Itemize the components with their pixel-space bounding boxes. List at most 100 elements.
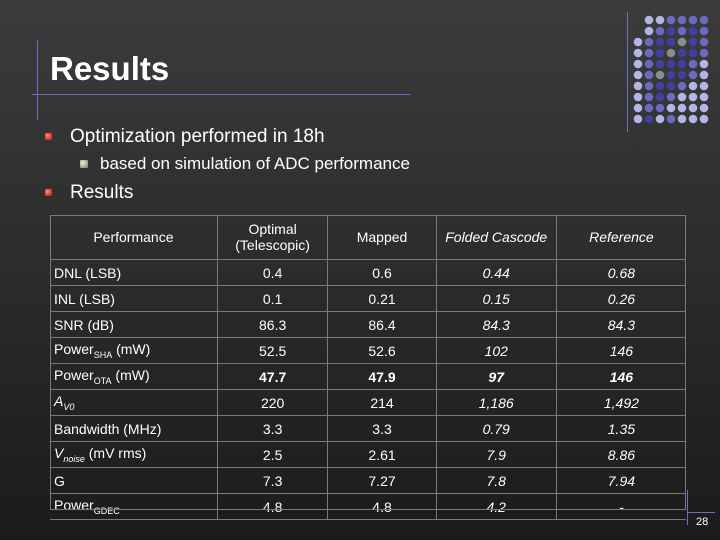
decorative-dot — [677, 15, 687, 25]
row-label-subscript: noise — [63, 453, 85, 464]
table-cell: 86.3 — [217, 311, 329, 338]
decorative-dot — [633, 37, 643, 47]
decorative-dot — [666, 70, 676, 80]
table-cell: 52.5 — [217, 337, 329, 364]
row-label-subscript: V0 — [63, 401, 75, 412]
decorative-dot — [688, 103, 698, 113]
decorative-dot — [677, 37, 687, 47]
table-cell: 146 — [556, 363, 686, 390]
decorative-dot — [666, 114, 676, 124]
decorative-dot — [655, 59, 665, 69]
row-label-text: V — [54, 445, 64, 462]
row-label-unit: (mW) — [112, 341, 151, 358]
decorative-dot — [666, 37, 676, 47]
header-reference: Reference — [556, 215, 686, 260]
table-cell: 86.4 — [327, 311, 437, 338]
decorative-dot — [688, 26, 698, 36]
decorative-dot — [644, 59, 654, 69]
decorative-dot — [633, 103, 643, 113]
table-cell: 0.26 — [556, 285, 686, 312]
row-label: Bandwidth (MHz) — [50, 415, 218, 442]
decorative-dot — [655, 26, 665, 36]
row-label-text: A — [54, 393, 64, 410]
table-cell: 214 — [327, 389, 437, 416]
decorative-dot — [699, 37, 709, 47]
table-cell: 1,186 — [436, 389, 557, 416]
decorative-dot — [688, 114, 698, 124]
decorative-dot — [666, 59, 676, 69]
decorative-dot — [633, 48, 643, 58]
table-cell: 0.68 — [556, 259, 686, 286]
row-label: G — [50, 467, 218, 494]
table-cell: 146 — [556, 337, 686, 364]
decorative-dot — [655, 37, 665, 47]
accent-line-vertical-right — [627, 12, 628, 132]
header-mapped: Mapped — [327, 215, 437, 260]
decorative-dot — [655, 15, 665, 25]
decorative-dot — [688, 59, 698, 69]
table-row: INL (LSB) 0.1 0.21 0.15 0.26 — [50, 285, 686, 312]
decorative-dot — [677, 48, 687, 58]
decorative-dot — [644, 81, 654, 91]
decorative-dot — [633, 92, 643, 102]
table-cell: 7.9 — [436, 441, 557, 468]
decorative-dot — [633, 81, 643, 91]
row-label: PowerOTA (mW) — [50, 363, 218, 390]
row-label: Vnoise (mV rms) — [50, 441, 218, 468]
table-row: Vnoise (mV rms) 2.5 2.61 7.9 8.86 — [50, 441, 686, 468]
row-label-text: Power — [54, 367, 94, 384]
table-cell: 0.79 — [436, 415, 557, 442]
decorative-dot — [699, 103, 709, 113]
accent-line-page — [687, 490, 688, 525]
decorative-dot — [644, 15, 654, 25]
row-label-text: Power — [54, 341, 94, 358]
decorative-dot — [666, 48, 676, 58]
table-cell: 3.3 — [217, 415, 329, 442]
row-label: DNL (LSB) — [50, 259, 218, 286]
row-label: SNR (dB) — [50, 311, 218, 338]
decorative-dot — [699, 70, 709, 80]
table-cell: 52.6 — [327, 337, 437, 364]
table-cell: 0.4 — [217, 259, 329, 286]
table-cell: 84.3 — [556, 311, 686, 338]
header-folded-cascode: Folded Cascode — [436, 215, 557, 260]
table-cell: 47.9 — [327, 363, 437, 390]
row-label: PowerSHA (mW) — [50, 337, 218, 364]
table-row: SNR (dB) 86.3 86.4 84.3 84.3 — [50, 311, 686, 338]
decorative-dot — [644, 92, 654, 102]
decorative-dot — [699, 48, 709, 58]
decorative-dot — [688, 15, 698, 25]
decorative-dot — [688, 48, 698, 58]
decorative-dot — [699, 92, 709, 102]
decorative-dot — [644, 37, 654, 47]
row-label-text: DNL (LSB) — [54, 264, 122, 281]
decorative-dot — [666, 81, 676, 91]
row-label: AV0 — [50, 389, 218, 416]
row-label-subscript: SHA — [93, 349, 113, 360]
decorative-dot — [666, 26, 676, 36]
bullet-icon — [45, 133, 52, 140]
decorative-dot — [688, 37, 698, 47]
decorative-dot — [633, 70, 643, 80]
decorative-dot — [655, 81, 665, 91]
table-cell: 84.3 — [436, 311, 557, 338]
decorative-dot — [666, 15, 676, 25]
table-cell: 3.3 — [327, 415, 437, 442]
table-cell: 0.15 — [436, 285, 557, 312]
results-table: Performance Optimal (Telescopic) Mapped … — [50, 215, 686, 520]
decorative-dot — [699, 81, 709, 91]
table-row: G 7.3 7.27 7.8 7.94 — [50, 467, 686, 494]
decorative-dot — [699, 114, 709, 124]
table-cell: 7.27 — [327, 467, 437, 494]
table-cell: 2.5 — [217, 441, 329, 468]
table-cell: 7.94 — [556, 467, 686, 494]
bullet-item: Results — [70, 182, 134, 203]
decorative-dot — [644, 103, 654, 113]
decorative-dot — [666, 92, 676, 102]
bullet-icon — [45, 189, 52, 196]
decorative-dot — [666, 103, 676, 113]
slide-title: Results — [50, 50, 170, 87]
bullet-item: Optimization performed in 18h — [70, 126, 325, 147]
decorative-dot — [688, 70, 698, 80]
table-row: DNL (LSB) 0.4 0.6 0.44 0.68 — [50, 259, 686, 286]
